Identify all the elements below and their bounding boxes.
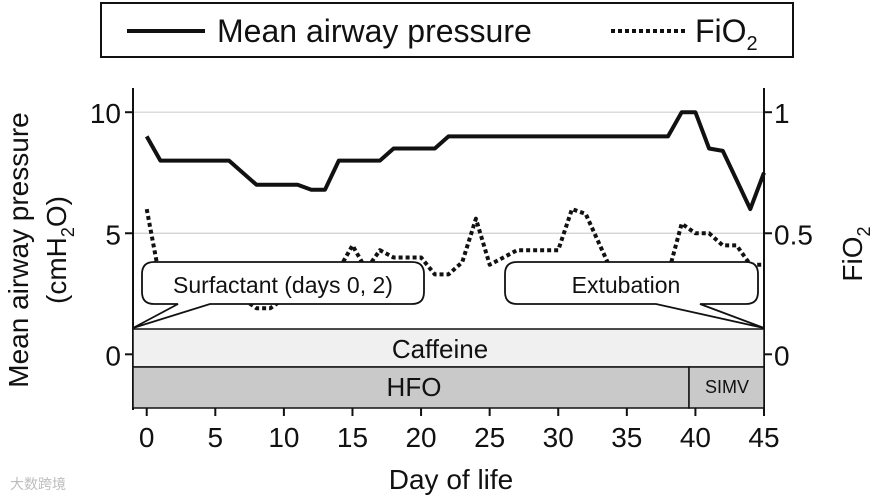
watermark: 大数跨境 (10, 476, 66, 492)
x-tick-label: 25 (474, 422, 505, 453)
callout-extubation-label: Extubation (572, 272, 681, 298)
y-left-tick-label: 5 (105, 219, 121, 250)
y-right-tick-label: 0.5 (774, 219, 813, 250)
y-axis-left-title: Mean airway pressure (3, 112, 34, 387)
bar-caffeine (132, 328, 765, 368)
gridlines (133, 111, 764, 355)
y-left-tick-label: 0 (105, 340, 121, 371)
x-tick-label: 35 (611, 422, 642, 453)
annotation-extubation: Extubation (504, 261, 765, 329)
x-tick-label: 45 (748, 422, 779, 453)
therapy-bars: Caffeine HFO SIMV (132, 328, 765, 409)
callout-surfactant-label: Surfactant (days 0, 2) (173, 272, 393, 298)
callout-surfactant-shape (132, 261, 425, 329)
x-tick-label: 30 (543, 422, 574, 453)
bar-hfo (132, 366, 690, 409)
y-right-tick-label: 0 (774, 340, 790, 371)
bar-hfo-label: HFO (387, 372, 442, 402)
x-axis-title: Day of life (389, 464, 514, 495)
legend-label-map: Mean airway pressure (217, 13, 532, 49)
x-tick-label: 15 (337, 422, 368, 453)
series-line-mean-airway-pressure (144, 110, 766, 212)
callout-extubation-shape (504, 261, 765, 329)
legend-label-fio2: FiO2 (695, 13, 758, 55)
x-tick-label: 10 (268, 422, 299, 453)
bar-simv-label: SIMV (705, 377, 749, 397)
y-right-tick-label: 1 (774, 98, 790, 129)
x-tick-label: 40 (680, 422, 711, 453)
bar-caffeine-label: Caffeine (392, 334, 488, 364)
annotation-surfactant: Surfactant (days 0, 2) (132, 261, 425, 329)
x-tick-label: 5 (208, 422, 224, 453)
x-tick-label: 20 (405, 422, 436, 453)
y-left-tick-label: 10 (90, 98, 121, 129)
y-axis-right-title: FiO2 (837, 226, 874, 281)
bar-simv (688, 366, 765, 409)
x-tick-label: 0 (139, 422, 155, 453)
y-axis-left-unit: (cmH2O) (41, 196, 78, 304)
legend: Mean airway pressure FiO2 (100, 2, 794, 58)
